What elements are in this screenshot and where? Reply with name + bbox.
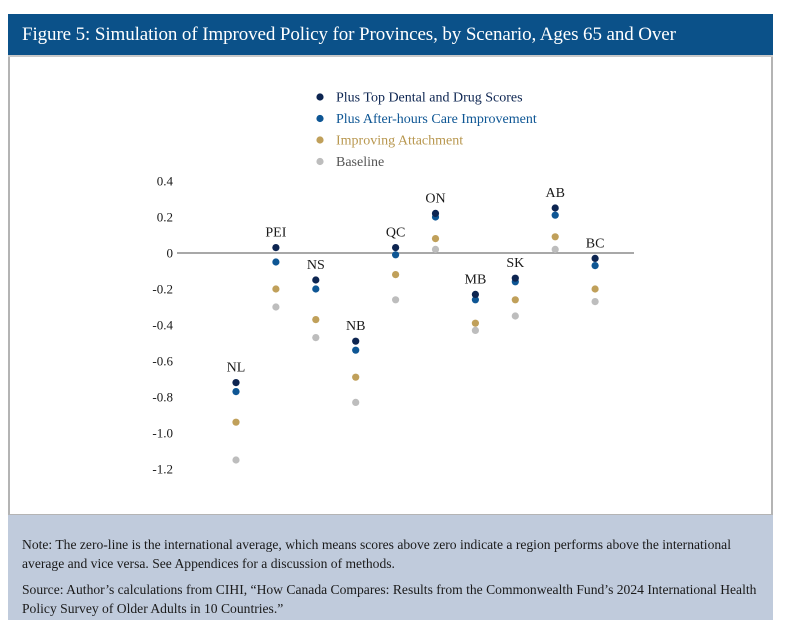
point-ab-series-2 [551,233,559,241]
y-tick-label: -0.8 [152,390,173,405]
legend-label-0: Plus Top Dental and Drug Scores [336,91,523,106]
legend-marker-1 [316,114,324,123]
legend-marker-3 [316,157,324,166]
point-ab-series-0 [551,204,559,212]
point-nb-series-3 [352,398,360,406]
point-qc-series-2 [392,271,400,279]
province-label-mb: MB [465,272,487,287]
point-ab-series-3 [551,245,559,253]
province-label-bc: BC [586,236,605,251]
point-mb-series-0 [471,290,479,298]
point-nl-series-1 [232,388,240,396]
point-ns-series-2 [312,316,320,324]
point-qc-series-3 [392,296,400,304]
point-bc-series-1 [591,262,599,270]
point-ns-series-3 [312,334,320,342]
point-sk-series-3 [511,312,519,320]
point-bc-series-2 [591,285,599,293]
province-label-qc: QC [386,226,405,241]
province-label-pei: PEI [265,226,286,241]
y-tick-label: -1.2 [152,462,173,477]
note-text: Note: The zero-line is the international… [22,537,731,571]
y-tick-label: 0.2 [157,210,173,225]
province-label-ns: NS [307,258,325,273]
point-sk-series-2 [511,296,519,304]
y-tick-label: -0.2 [152,282,173,297]
point-pei-series-0 [272,244,280,252]
y-tick-label: 0 [167,246,174,261]
point-qc-series-1 [392,251,400,259]
point-bc-series-0 [591,254,599,262]
source-text: Source: Author’s calculations from CIHI,… [22,582,757,616]
province-label-ab: AB [545,186,564,201]
note-box: Note: The zero-line is the international… [8,515,773,620]
point-on-series-2 [431,235,440,243]
scatter-chart: Plus Top Dental and Drug Scores Plus Afte… [152,91,634,477]
legend-label-3: Baseline [336,155,384,170]
province-label-on: ON [425,191,445,206]
point-ns-series-0 [312,276,320,284]
province-label-sk: SK [506,256,524,271]
point-on-series-3 [431,245,440,253]
y-tick-label: -0.4 [152,318,173,333]
point-nb-series-1 [352,346,360,354]
point-mb-series-1 [471,296,479,304]
figure-title: Figure 5: Simulation of Improved Policy … [22,24,676,45]
point-nl-series-3 [232,456,240,464]
figure-frame: Figure 5: Simulation of Improved Policy … [8,14,773,620]
data-points [232,204,599,464]
legend-label-1: Plus After-hours Care Improvement [336,112,537,127]
y-tick-label: -1.0 [152,426,173,441]
point-nb-series-0 [352,337,360,345]
point-nl-series-2 [232,418,240,426]
point-pei-series-3 [272,303,280,311]
y-axis: 0.4 0.2 0 -0.2 -0.4 -0.6 -0.8 -1.0 -1.2 [152,174,634,477]
figure-title-bar: Figure 5: Simulation of Improved Policy … [8,14,773,57]
province-labels: NL PEI NS NB QC ON MB SK AB BC [227,186,605,376]
legend-marker-0 [316,93,324,101]
point-qc-series-0 [392,244,400,252]
y-tick-label: -0.6 [152,354,173,369]
point-nb-series-2 [352,373,360,381]
legend: Plus Top Dental and Drug Scores Plus Afte… [316,91,537,170]
chart-area: Plus Top Dental and Drug Scores Plus Afte… [8,57,773,515]
point-ns-series-1 [312,285,320,293]
point-mb-series-3 [471,326,479,334]
point-nl-series-0 [232,379,240,387]
point-ab-series-1 [551,211,559,219]
province-label-nb: NB [346,319,365,334]
province-label-nl: NL [227,361,246,376]
point-sk-series-0 [511,274,519,282]
point-on-series-0 [431,209,440,217]
point-mb-series-2 [471,319,479,327]
point-pei-series-1 [272,258,280,266]
y-tick-label: 0.4 [157,174,174,189]
point-bc-series-3 [591,298,599,306]
legend-marker-2 [316,136,324,144]
legend-label-2: Improving Attachment [336,134,463,149]
point-pei-series-2 [272,285,280,293]
